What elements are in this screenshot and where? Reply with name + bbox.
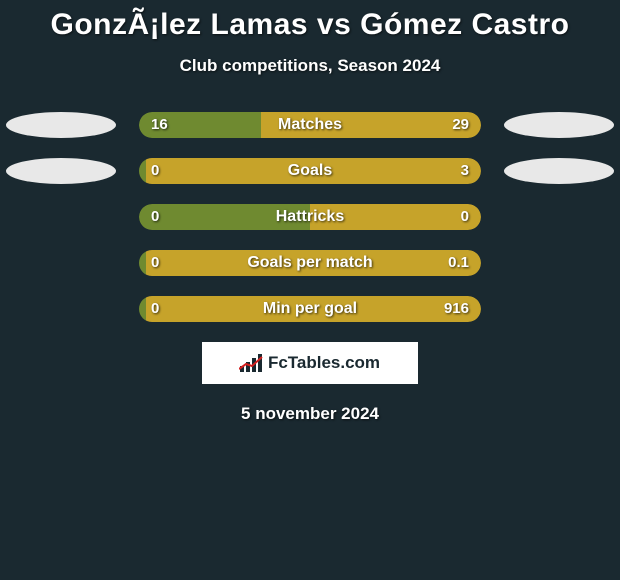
stat-label: Hattricks xyxy=(139,204,481,230)
comparison-bar: 1629Matches xyxy=(139,112,481,138)
bar-chart-icon xyxy=(240,354,262,372)
stat-label: Matches xyxy=(139,112,481,138)
comparison-bar: 0916Min per goal xyxy=(139,296,481,322)
ellipse-left xyxy=(6,112,116,138)
stat-label: Goals per match xyxy=(139,250,481,276)
stat-row: 0916Min per goal xyxy=(0,296,620,322)
stats-comparison-card: GonzÃ¡lez Lamas vs Gómez Castro Club com… xyxy=(0,0,620,424)
date-text: 5 november 2024 xyxy=(0,404,620,424)
subtitle: Club competitions, Season 2024 xyxy=(0,56,620,76)
ellipse-right xyxy=(504,158,614,184)
ellipse-left xyxy=(6,158,116,184)
stat-label: Min per goal xyxy=(139,296,481,322)
badge-text: FcTables.com xyxy=(268,353,380,373)
stat-row: 1629Matches xyxy=(0,112,620,138)
stat-row: 00Hattricks xyxy=(0,204,620,230)
comparison-bar: 00.1Goals per match xyxy=(139,250,481,276)
ellipse-right xyxy=(504,112,614,138)
stat-row: 00.1Goals per match xyxy=(0,250,620,276)
fctables-badge[interactable]: FcTables.com xyxy=(202,342,418,384)
comparison-bar: 00Hattricks xyxy=(139,204,481,230)
comparison-bar: 03Goals xyxy=(139,158,481,184)
page-title: GonzÃ¡lez Lamas vs Gómez Castro xyxy=(0,8,620,42)
stat-label: Goals xyxy=(139,158,481,184)
stat-row: 03Goals xyxy=(0,158,620,184)
comparison-rows: 1629Matches 03Goals 00Hattricks 00.1Goals p… xyxy=(0,112,620,322)
